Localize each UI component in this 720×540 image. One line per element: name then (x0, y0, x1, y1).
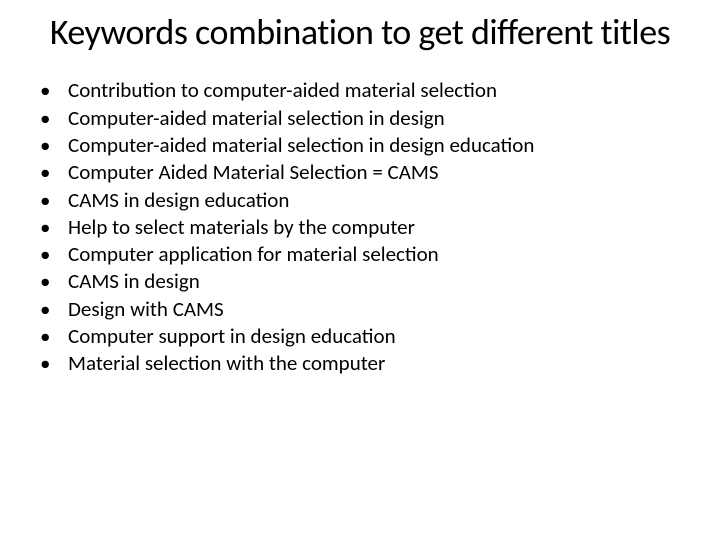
list-item: Computer-aided material selection in des… (40, 132, 700, 159)
list-item: Design with CAMS (40, 296, 700, 323)
list-item: CAMS in design (40, 268, 700, 295)
slide-title: Keywords combination to get different ti… (20, 12, 700, 53)
list-item: CAMS in design education (40, 187, 700, 214)
bullet-list: Contribution to computer-aided material … (20, 77, 700, 377)
list-item: Material selection with the computer (40, 350, 700, 377)
list-item: Computer support in design education (40, 323, 700, 350)
list-item: Computer-aided material selection in des… (40, 105, 700, 132)
list-item: Contribution to computer-aided material … (40, 77, 700, 104)
slide-container: Keywords combination to get different ti… (0, 0, 720, 540)
list-item: Help to select materials by the computer (40, 214, 700, 241)
list-item: Computer Aided Material Selection = CAMS (40, 159, 700, 186)
list-item: Computer application for material select… (40, 241, 700, 268)
